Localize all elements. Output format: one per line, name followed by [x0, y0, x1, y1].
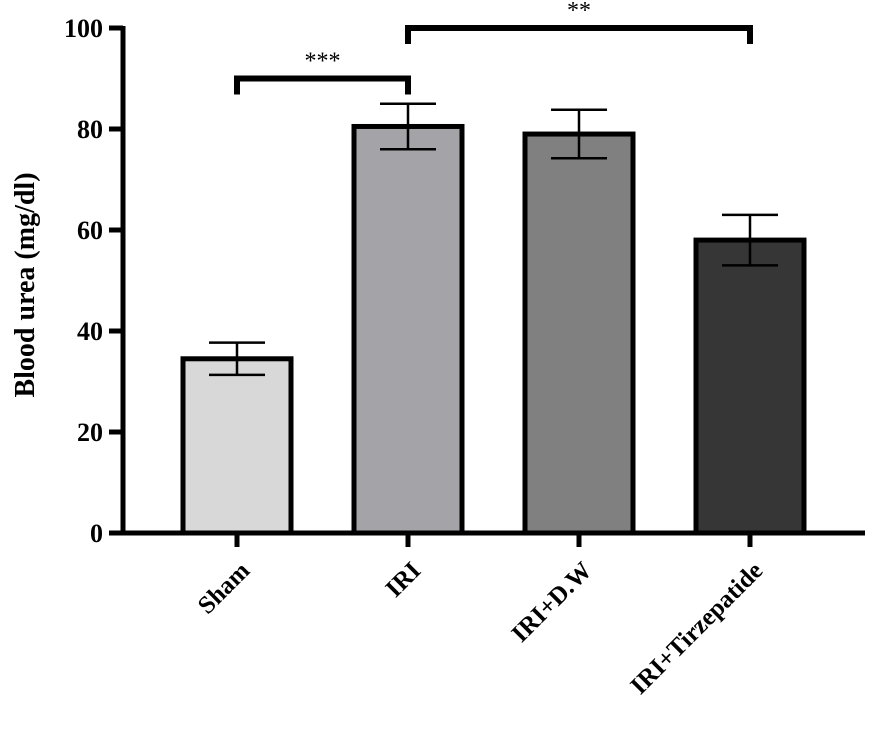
bar — [693, 237, 807, 536]
y-tick-label: 0 — [90, 519, 103, 548]
bar — [522, 131, 636, 536]
significance-label: *** — [305, 49, 341, 75]
x-axis: Sham IRI IRI+D.W IRI+Tirzepatide — [121, 530, 865, 700]
y-tick-label: 60 — [77, 216, 103, 245]
y-tick-label: 100 — [64, 14, 103, 43]
bar — [180, 356, 294, 536]
x-tick-label: IRI+Tirzepatide — [625, 557, 768, 700]
significance-bracket — [234, 75, 411, 95]
x-tick-label: IRI — [381, 557, 427, 603]
x-tick-label: IRI+D.W — [507, 557, 598, 648]
y-tick-label: 80 — [77, 115, 103, 144]
bar — [351, 123, 465, 536]
y-axis-title: Blood urea (mg/dl) — [10, 172, 41, 397]
significance-label: ** — [567, 0, 591, 24]
y-tick-label: 20 — [77, 418, 103, 447]
bars — [180, 102, 807, 536]
x-tick-label: Sham — [193, 557, 255, 619]
y-axis: 0 20 40 60 80 100 — [64, 14, 126, 548]
y-tick-label: 40 — [77, 317, 103, 346]
significance-brackets: ***** — [234, 0, 753, 95]
significance-bracket — [405, 25, 753, 44]
